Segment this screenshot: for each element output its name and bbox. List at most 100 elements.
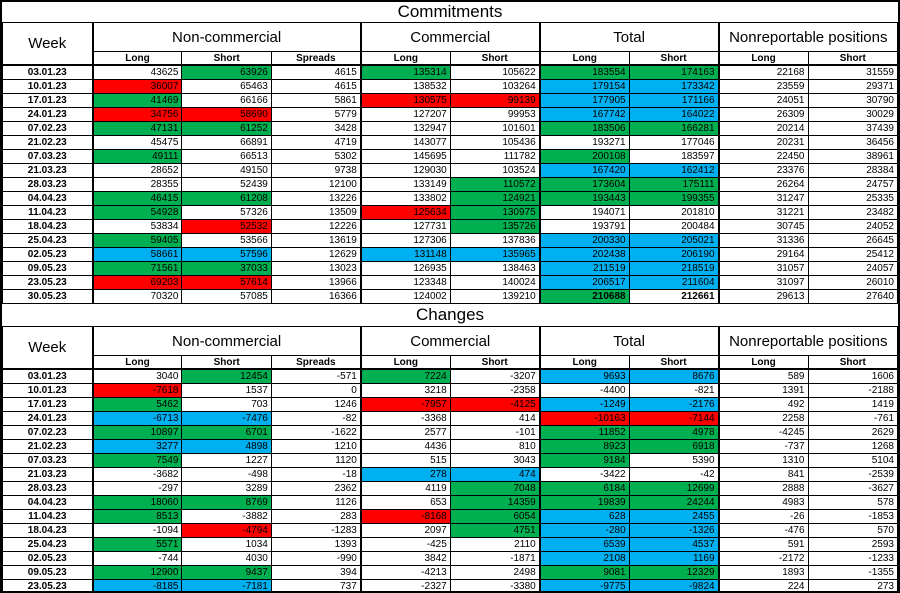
value-cell: 4615: [270, 64, 362, 80]
column-header: Short: [449, 51, 541, 66]
value-cell: 129030: [359, 163, 451, 178]
table-row: 04.04.23 46415 61208 13226 133802 124921 19344…: [2, 191, 898, 206]
value-cell: 13619: [270, 233, 362, 248]
value-cell: 31221: [717, 205, 809, 220]
column-header: Spreads: [270, 51, 362, 66]
value-cell: 127207: [359, 107, 451, 122]
value-cell: 66513: [181, 149, 272, 164]
value-cell: 9184: [538, 453, 630, 468]
value-cell: 36456: [807, 135, 898, 150]
value-cell: 492: [717, 397, 809, 412]
value-cell: -7181: [181, 579, 272, 591]
value-cell: -2327: [359, 579, 451, 591]
value-cell: 57326: [181, 205, 272, 220]
value-cell: 131148: [359, 247, 451, 262]
table-row: 25.04.23 5571 1034 1393 -425 2110 6539 4537 591 2…: [2, 537, 898, 552]
table-row: 18.04.23 -1094 -4794 -1283 2097 4751 -280 -1326…: [2, 523, 898, 538]
value-cell: 25412: [807, 247, 898, 262]
value-cell: 1537: [181, 383, 272, 398]
value-cell: 12900: [91, 565, 183, 580]
value-cell: 2097: [359, 523, 451, 538]
value-cell: 7549: [91, 453, 183, 468]
value-cell: 37033: [181, 261, 272, 276]
column-header: Long: [91, 51, 183, 66]
table-row: 10.01.23 36007 65463 4615 138532 103264 179154…: [2, 79, 898, 94]
value-cell: -3207: [449, 368, 541, 384]
week-cell: 18.04.23: [2, 219, 93, 234]
value-cell: -821: [628, 383, 720, 398]
value-cell: -1326: [628, 523, 720, 538]
table-row: 23.05.23 -8185 -7181 737 -2327 -3380 -9775 -982…: [2, 579, 898, 591]
value-cell: 1210: [270, 439, 362, 454]
value-cell: 6701: [181, 425, 272, 440]
column-header: Short: [628, 355, 720, 370]
value-cell: 37439: [807, 121, 898, 136]
value-cell: 31057: [717, 261, 809, 276]
value-cell: 71561: [91, 261, 183, 276]
table-row: 17.01.23 41469 66166 5861 130575 99139 177905 1…: [2, 93, 898, 108]
value-cell: 69203: [91, 275, 183, 290]
value-cell: 1034: [181, 537, 272, 552]
value-cell: 737: [270, 579, 362, 591]
value-cell: 123348: [359, 275, 451, 290]
column-header-row: Long Short Spreads Long Short Long Short…: [3, 355, 898, 370]
value-cell: 7224: [359, 368, 451, 384]
value-cell: 4119: [359, 481, 451, 496]
week-cell: 09.05.23: [2, 565, 93, 580]
value-cell: 414: [449, 411, 541, 426]
value-cell: 12329: [628, 565, 720, 580]
table-row: 07.02.23 10897 6701 -1622 2577 -101 11852 4978-…: [2, 425, 898, 440]
column-header: Short: [181, 51, 272, 66]
value-cell: 193443: [538, 191, 630, 206]
value-cell: -1094: [91, 523, 183, 538]
value-cell: 4537: [628, 537, 720, 552]
table-row: 07.03.23 49111 66513 5302 145695 111782 200108…: [2, 149, 898, 164]
value-cell: 589: [717, 368, 809, 384]
value-cell: 3040: [91, 368, 183, 384]
table-row: 11.04.23 54928 57326 13509 125634 130975 19407…: [2, 205, 898, 220]
value-cell: 133802: [359, 191, 451, 206]
week-cell: 17.01.23: [2, 93, 93, 108]
value-cell: 28384: [807, 163, 898, 178]
value-cell: -3682: [91, 467, 183, 482]
value-cell: 703: [181, 397, 272, 412]
value-cell: 578: [807, 495, 898, 510]
value-cell: -761: [807, 411, 898, 426]
value-cell: 212661: [628, 289, 720, 304]
column-header: Spreads: [270, 355, 362, 370]
value-cell: 4436: [359, 439, 451, 454]
value-cell: 24057: [807, 261, 898, 276]
value-cell: 1391: [717, 383, 809, 398]
value-cell: 167420: [538, 163, 630, 178]
value-cell: 5861: [270, 93, 362, 108]
value-cell: 137836: [449, 233, 541, 248]
value-cell: 14359: [449, 495, 541, 510]
value-cell: 124002: [359, 289, 451, 304]
value-cell: 53566: [181, 233, 272, 248]
value-cell: 591: [717, 537, 809, 552]
value-cell: -3380: [449, 579, 541, 591]
table-row: 17.01.23 5462 703 1246 -7957 -4125 -1249 -2176 4…: [2, 397, 898, 412]
value-cell: 206190: [628, 247, 720, 262]
table-row: 28.03.23 28355 52439 12100 133149 110572 17360…: [2, 177, 898, 192]
value-cell: 22168: [717, 64, 809, 80]
value-cell: 278: [359, 467, 451, 482]
commitments-title-row: Commitments: [2, 2, 898, 23]
value-cell: 200108: [538, 149, 630, 164]
value-cell: 3218: [359, 383, 451, 398]
value-cell: 26264: [717, 177, 809, 192]
value-cell: 5571: [91, 537, 183, 552]
value-cell: 2593: [807, 537, 898, 552]
value-cell: 9693: [538, 368, 630, 384]
value-cell: 515: [359, 453, 451, 468]
value-cell: 194071: [538, 205, 630, 220]
value-cell: -425: [359, 537, 451, 552]
value-cell: 105622: [449, 64, 541, 80]
value-cell: 12699: [628, 481, 720, 496]
value-cell: -737: [717, 439, 809, 454]
value-cell: 111782: [449, 149, 541, 164]
value-cell: 11852: [538, 425, 630, 440]
week-cell: 24.01.23: [2, 411, 93, 426]
value-cell: 173342: [628, 79, 720, 94]
value-cell: -4400: [538, 383, 630, 398]
